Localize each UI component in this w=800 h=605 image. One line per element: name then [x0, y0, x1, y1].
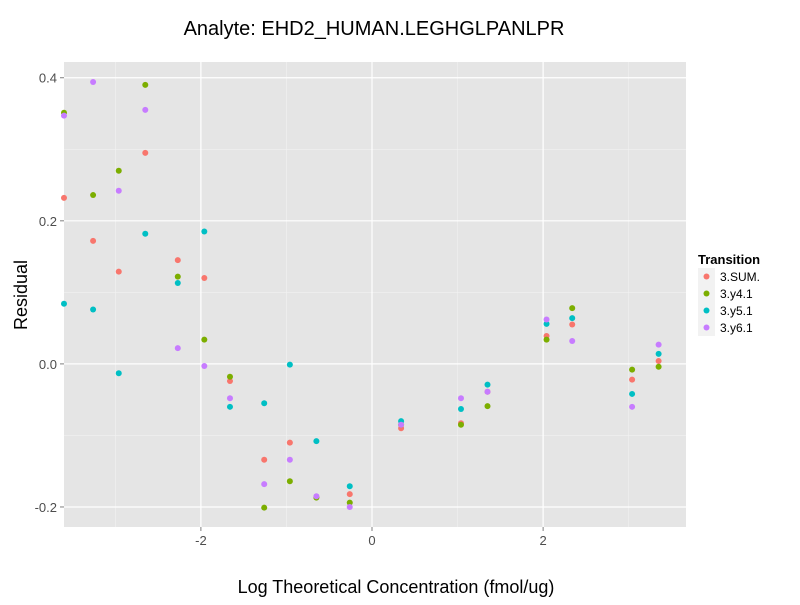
legend-marker	[703, 273, 710, 280]
x-tick-label: 2	[540, 533, 547, 548]
point-3-y6-1	[286, 456, 293, 463]
point-3-y4-1	[655, 363, 662, 370]
point-3-SUM-	[226, 378, 233, 385]
point-3-y6-1	[655, 341, 662, 348]
point-3-y6-1	[398, 421, 405, 428]
y-tick-label: -0.2	[35, 500, 57, 515]
point-3-y5-1	[569, 315, 576, 322]
point-3-y4-1	[261, 504, 268, 511]
point-3-y5-1	[313, 438, 320, 445]
point-3-y4-1	[115, 167, 122, 174]
plot-panel	[64, 62, 686, 527]
y-tick-label: 0.2	[39, 214, 57, 229]
point-3-y5-1	[201, 228, 208, 235]
point-3-y4-1	[90, 192, 97, 199]
point-3-SUM-	[90, 237, 97, 244]
x-tick-label: 0	[368, 533, 375, 548]
grid-lines	[64, 62, 686, 527]
point-3-SUM-	[115, 268, 122, 275]
data-points	[61, 79, 662, 511]
point-3-SUM-	[142, 149, 149, 156]
legend-marker	[703, 324, 710, 331]
point-3-y6-1	[457, 395, 464, 402]
axes: -2 0 2 -0.2 0.0 0.2 0.4	[35, 71, 547, 548]
point-3-y4-1	[569, 305, 576, 312]
point-3-y6-1	[90, 79, 97, 86]
point-3-y5-1	[261, 400, 268, 407]
point-3-y4-1	[346, 499, 353, 506]
point-3-y4-1	[201, 336, 208, 343]
legend: Transition 3.SUM. 3.y4.1 3.y5.1 3.y6.1	[698, 252, 760, 336]
point-3-y4-1	[457, 421, 464, 428]
point-3-y6-1	[61, 112, 67, 119]
point-3-y4-1	[226, 373, 233, 380]
point-3-SUM-	[346, 491, 353, 498]
point-3-y4-1	[629, 366, 636, 373]
legend-title: Transition	[698, 252, 760, 267]
point-3-y4-1	[174, 273, 181, 280]
point-3-y4-1	[286, 478, 293, 485]
chart-title: Analyte: EHD2_HUMAN.LEGHGLPANLPR	[184, 18, 565, 40]
legend-label: 3.y4.1	[720, 287, 753, 301]
point-3-y5-1	[286, 361, 293, 368]
point-3-y5-1	[174, 280, 181, 287]
point-3-y5-1	[226, 403, 233, 410]
point-3-SUM-	[569, 321, 576, 328]
y-tick-label: 0.4	[39, 71, 57, 86]
point-3-SUM-	[261, 456, 268, 463]
point-3-SUM-	[286, 439, 293, 446]
point-3-y6-1	[261, 481, 268, 488]
point-3-y5-1	[142, 230, 149, 237]
point-3-y6-1	[313, 493, 320, 500]
legend-marker	[703, 290, 710, 297]
point-3-y5-1	[346, 483, 353, 490]
point-3-SUM-	[655, 358, 662, 365]
point-3-y5-1	[655, 350, 662, 357]
point-3-SUM-	[201, 275, 208, 282]
point-3-y6-1	[346, 503, 353, 510]
legend-marker	[703, 307, 710, 314]
point-3-y4-1	[484, 403, 491, 410]
x-axis-label: Log Theoretical Concentration (fmol/ug)	[238, 577, 555, 597]
legend-label: 3.y6.1	[720, 321, 753, 335]
x-tick-label: -2	[195, 533, 207, 548]
y-axis-label: Residual	[11, 260, 31, 330]
point-3-y5-1	[484, 381, 491, 388]
point-3-y4-1	[142, 81, 149, 88]
point-3-y5-1	[90, 306, 97, 313]
point-3-y6-1	[569, 338, 576, 344]
point-3-y6-1	[142, 106, 149, 113]
legend-label: 3.y5.1	[720, 304, 753, 318]
legend-label: 3.SUM.	[720, 270, 760, 284]
point-3-y4-1	[543, 336, 550, 343]
point-3-y5-1	[61, 300, 67, 307]
point-3-y6-1	[174, 345, 181, 352]
point-3-y6-1	[629, 403, 636, 410]
point-3-y6-1	[201, 363, 208, 370]
point-3-y5-1	[543, 320, 550, 327]
point-3-y6-1	[484, 388, 491, 395]
point-3-y6-1	[115, 187, 122, 194]
point-3-y5-1	[115, 370, 122, 377]
point-3-y6-1	[226, 395, 233, 402]
point-3-SUM-	[629, 376, 636, 383]
point-3-y5-1	[629, 390, 636, 397]
y-tick-label: 0.0	[39, 357, 57, 372]
point-3-SUM-	[61, 194, 67, 201]
point-3-SUM-	[174, 257, 181, 264]
point-3-y6-1	[543, 316, 550, 323]
point-3-y5-1	[457, 405, 464, 412]
